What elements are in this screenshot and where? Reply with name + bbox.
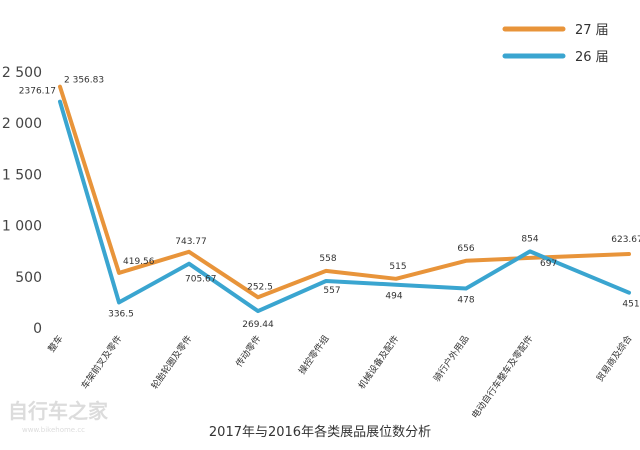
series-line-26 (58, 99, 631, 314)
x-category-label: 车架前叉及零件 (78, 333, 124, 392)
watermark-logo: 自行车之家 www.bikehome.cc (8, 399, 109, 434)
data-label-26: 478 (457, 295, 474, 305)
y-tick-label: 0 (33, 321, 42, 337)
x-category-label: 骑行户外用品 (431, 333, 472, 384)
data-label-26: 269.44 (242, 320, 274, 330)
data-label-26: 854 (521, 234, 538, 244)
x-category-label: 整车 (45, 333, 65, 355)
series-layer (58, 84, 631, 314)
data-label-26: 451 (622, 300, 639, 310)
y-tick-label: 1 000 (2, 219, 42, 235)
data-label-27: 656 (457, 244, 474, 254)
series-line-27 (58, 84, 631, 300)
chart-title: 2017年与2016年各类展品展位数分析 (209, 424, 431, 440)
data-label-27: 623.67 (611, 235, 640, 245)
data-label-26: 494 (385, 292, 402, 302)
y-tick-label: 1 500 (2, 167, 42, 183)
data-label-27: 2 356.83 (64, 76, 104, 86)
data-label-26: 2376.17 (19, 87, 56, 97)
x-category-label: 轮胎轮圈及零件 (148, 333, 194, 392)
data-label-27: 252.5 (247, 282, 273, 292)
legend: 27 届 26 届 (502, 23, 609, 65)
y-tick-label: 500 (15, 270, 42, 286)
data-label-27: 558 (319, 254, 336, 264)
legend-label-27: 27 届 (575, 23, 609, 38)
y-axis: 2 500 2 000 1 500 1 000 500 0 (2, 65, 42, 337)
legend-label-26: 26 届 (575, 50, 609, 65)
x-category-label: 操控零件组 (296, 333, 332, 377)
data-label-27: 743.77 (175, 237, 207, 247)
x-axis: 整车 车架前叉及零件 轮胎轮圈及零件 传动零件 操控零件组 机械设备及配件 骑行户外用品 电动… (45, 333, 634, 421)
data-label-26: 705.67 (185, 275, 217, 285)
data-labels: 2 356.83 419.56 743.77 252.5 558 515 656 697 623… (19, 76, 640, 330)
watermark-text: 自行车之家 (8, 399, 109, 423)
x-category-label: 贸易商及综合 (594, 333, 635, 384)
data-label-27: 419.56 (123, 257, 155, 267)
data-label-26: 557 (323, 286, 340, 296)
data-label-27: 697 (540, 259, 557, 269)
watermark-url: www.bikehome.cc (22, 426, 85, 434)
x-category-label: 机械设备及配件 (355, 333, 401, 392)
x-category-label: 传动零件 (233, 333, 263, 369)
data-label-27: 515 (389, 262, 406, 272)
y-tick-label: 2 500 (2, 65, 42, 81)
data-label-26: 336.5 (108, 309, 134, 319)
y-tick-label: 2 000 (2, 116, 42, 132)
x-category-label: 电动自行车整车及零配件 (469, 333, 536, 421)
